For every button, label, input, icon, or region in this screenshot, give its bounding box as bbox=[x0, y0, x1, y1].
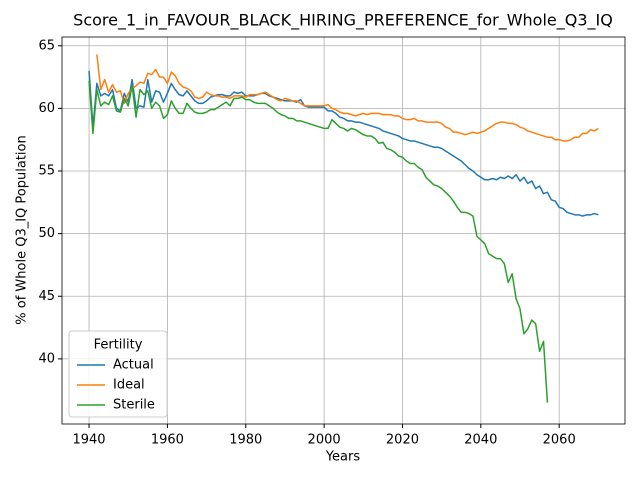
line bbox=[88, 70, 599, 217]
y-tick-label: 45 bbox=[38, 289, 55, 304]
x-tick-label: 1940 bbox=[72, 433, 105, 448]
line bbox=[96, 54, 599, 142]
y-tick-label: 65 bbox=[38, 38, 55, 53]
x-tick-label: 1960 bbox=[151, 433, 184, 448]
legend-label: Ideal bbox=[113, 378, 145, 393]
legend-label: Sterile bbox=[113, 398, 155, 413]
legend-box bbox=[68, 330, 168, 418]
y-tick-label: 55 bbox=[38, 164, 55, 179]
line bbox=[88, 80, 549, 403]
x-tick-label: 2040 bbox=[464, 433, 497, 448]
y-tick-label: 40 bbox=[38, 351, 55, 366]
legend-label: Actual bbox=[113, 358, 154, 373]
x-tick-label: 1980 bbox=[229, 433, 262, 448]
chart-title: Score_1_in_FAVOUR_BLACK_HIRING_PREFERENC… bbox=[73, 11, 613, 31]
x-tick-label: 2000 bbox=[308, 433, 341, 448]
y-axis-label: % of Whole Q3_IQ Population bbox=[15, 135, 30, 324]
x-tick-label: 2020 bbox=[386, 433, 419, 448]
plot-frame bbox=[61, 36, 626, 425]
x-tick-label: 2060 bbox=[543, 433, 576, 448]
legend-title: Fertility bbox=[94, 338, 143, 353]
y-tick-label: 60 bbox=[38, 101, 55, 116]
x-axis-label: Years bbox=[325, 450, 361, 465]
y-tick-label: 50 bbox=[38, 226, 55, 241]
